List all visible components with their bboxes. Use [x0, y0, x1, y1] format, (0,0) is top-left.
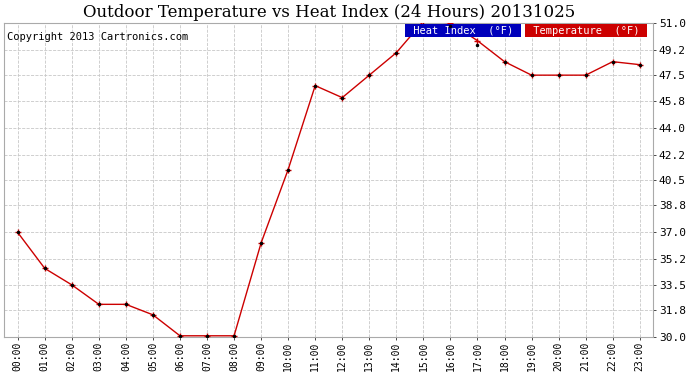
Heat Index (°F): [582, 73, 590, 77]
Heat Index (°F): [555, 73, 563, 77]
Heat Index (°F): [95, 302, 103, 307]
Line: Heat Index (°F): Heat Index (°F): [16, 19, 642, 338]
Heat Index (°F): [149, 313, 157, 317]
Temperature (°F): [41, 266, 49, 271]
Temperature (°F): [257, 241, 265, 245]
Heat Index (°F): [446, 24, 455, 28]
Text: Temperature  (°F): Temperature (°F): [526, 26, 645, 36]
Temperature (°F): [311, 83, 319, 88]
Temperature (°F): [14, 230, 22, 235]
Heat Index (°F): [230, 333, 238, 338]
Heat Index (°F): [365, 73, 373, 77]
Temperature (°F): [527, 73, 535, 77]
Heat Index (°F): [257, 241, 265, 245]
Temperature (°F): [230, 333, 238, 338]
Heat Index (°F): [14, 230, 22, 235]
Heat Index (°F): [338, 95, 346, 100]
Temperature (°F): [500, 59, 509, 64]
Temperature (°F): [95, 302, 103, 307]
Heat Index (°F): [68, 283, 76, 287]
Temperature (°F): [473, 39, 482, 43]
Heat Index (°F): [203, 333, 211, 338]
Temperature (°F): [176, 333, 184, 338]
Heat Index (°F): [284, 167, 293, 172]
Temperature (°F): [555, 73, 563, 77]
Temperature (°F): [338, 95, 346, 100]
Temperature (°F): [392, 50, 400, 55]
Heat Index (°F): [635, 62, 644, 67]
Temperature (°F): [446, 21, 455, 25]
Temperature (°F): [635, 62, 644, 67]
Temperature (°F): [68, 283, 76, 287]
Temperature (°F): [365, 73, 373, 77]
Heat Index (°F): [311, 83, 319, 88]
Heat Index (°F): [609, 59, 617, 64]
Heat Index (°F): [527, 73, 535, 77]
Temperature (°F): [203, 333, 211, 338]
Line: Temperature (°F): Temperature (°F): [15, 18, 642, 339]
Temperature (°F): [609, 59, 617, 64]
Text: Copyright 2013 Cartronics.com: Copyright 2013 Cartronics.com: [8, 32, 188, 42]
Heat Index (°F): [41, 266, 49, 271]
Temperature (°F): [582, 73, 590, 77]
Text: Heat Index  (°F): Heat Index (°F): [406, 26, 519, 36]
Heat Index (°F): [176, 333, 184, 338]
Heat Index (°F): [392, 50, 400, 55]
Heat Index (°F): [420, 19, 428, 24]
Heat Index (°F): [473, 43, 482, 48]
Temperature (°F): [149, 313, 157, 317]
Temperature (°F): [284, 167, 293, 172]
Title: Outdoor Temperature vs Heat Index (24 Hours) 20131025: Outdoor Temperature vs Heat Index (24 Ho…: [83, 4, 575, 21]
Heat Index (°F): [500, 59, 509, 64]
Temperature (°F): [121, 302, 130, 307]
Heat Index (°F): [121, 302, 130, 307]
Temperature (°F): [420, 19, 428, 24]
